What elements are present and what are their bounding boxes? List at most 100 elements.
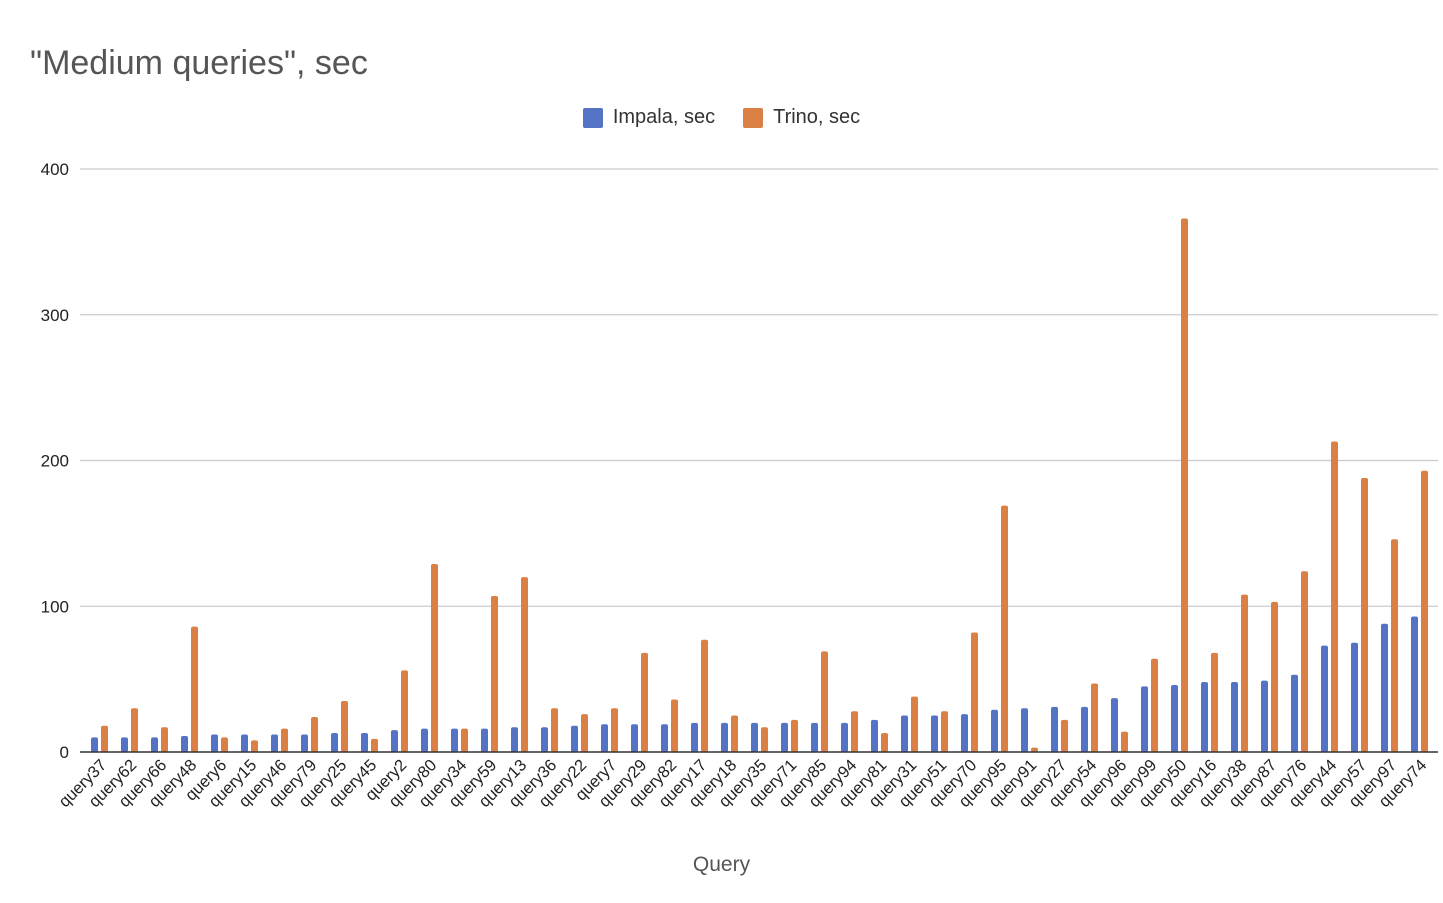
legend-swatch-impala (582, 107, 603, 128)
bar-trino-query74[interactable] (1421, 470, 1428, 752)
bar-impala-query38[interactable] (1231, 682, 1238, 752)
bar-trino-query6[interactable] (221, 737, 228, 752)
bar-impala-query50[interactable] (1171, 684, 1178, 752)
bar-trino-query91[interactable] (1031, 747, 1038, 752)
bar-impala-query80[interactable] (421, 728, 428, 752)
bar-trino-query36[interactable] (551, 708, 558, 752)
bar-impala-query34[interactable] (451, 728, 458, 752)
bar-impala-query95[interactable] (991, 709, 998, 752)
bar-impala-query99[interactable] (1141, 686, 1148, 752)
bar-trino-query50[interactable] (1181, 218, 1188, 753)
bar-trino-query54[interactable] (1091, 683, 1098, 753)
bar-trino-query27[interactable] (1061, 719, 1068, 752)
bar-trino-query80[interactable] (431, 563, 438, 752)
bar-impala-query82[interactable] (661, 724, 668, 752)
x-axis-title: Query (692, 853, 751, 876)
y-tick-label: 0 (60, 743, 69, 762)
bar-trino-query2[interactable] (401, 670, 408, 752)
bar-impala-query29[interactable] (631, 724, 638, 752)
bar-impala-query81[interactable] (871, 719, 878, 752)
bar-trino-query37[interactable] (101, 725, 108, 752)
bar-impala-query59[interactable] (481, 728, 488, 752)
bar-trino-query15[interactable] (251, 740, 258, 752)
bar-impala-query25[interactable] (331, 733, 338, 752)
bar-trino-query70[interactable] (971, 632, 978, 752)
bar-impala-query13[interactable] (511, 727, 518, 752)
bar-impala-query35[interactable] (751, 722, 758, 752)
bar-impala-query2[interactable] (391, 730, 398, 752)
legend-item-impala[interactable]: Impala, sec (582, 106, 715, 129)
bar-impala-query22[interactable] (571, 725, 578, 752)
bar-impala-query27[interactable] (1051, 706, 1058, 752)
bar-impala-query15[interactable] (241, 734, 248, 752)
bar-impala-query17[interactable] (691, 722, 698, 752)
bar-impala-query71[interactable] (781, 722, 788, 752)
legend: Impala, sec Trino, sec (0, 106, 1443, 129)
bar-trino-query44[interactable] (1331, 441, 1338, 752)
bar-impala-query62[interactable] (121, 737, 128, 752)
bar-impala-query85[interactable] (811, 722, 818, 752)
bar-impala-query6[interactable] (211, 734, 218, 752)
bar-impala-query96[interactable] (1111, 698, 1118, 752)
bar-impala-query66[interactable] (151, 737, 158, 752)
legend-swatch-trino (743, 107, 764, 128)
bar-impala-query31[interactable] (901, 715, 908, 752)
bar-impala-query74[interactable] (1411, 616, 1418, 752)
bar-impala-query54[interactable] (1081, 706, 1088, 752)
bar-trino-query31[interactable] (911, 696, 918, 752)
bar-impala-query48[interactable] (181, 735, 188, 752)
bar-trino-query59[interactable] (491, 596, 498, 752)
bar-impala-query79[interactable] (301, 734, 308, 752)
bar-trino-query81[interactable] (881, 733, 888, 752)
grid-lines (80, 168, 1438, 607)
bar-trino-query71[interactable] (791, 719, 798, 752)
bar-impala-query36[interactable] (541, 727, 548, 752)
bar-impala-query70[interactable] (961, 714, 968, 752)
bar-trino-query62[interactable] (131, 708, 138, 752)
bar-trino-query38[interactable] (1241, 594, 1248, 752)
bar-trino-query48[interactable] (191, 626, 198, 752)
bar-trino-query45[interactable] (371, 738, 378, 752)
bar-trino-query46[interactable] (281, 728, 288, 752)
bar-impala-query57[interactable] (1351, 642, 1358, 752)
bar-impala-query94[interactable] (841, 722, 848, 752)
bar-trino-query25[interactable] (341, 700, 348, 752)
bar-impala-query51[interactable] (931, 715, 938, 752)
bar-impala-query37[interactable] (91, 737, 98, 752)
bar-trino-query87[interactable] (1271, 601, 1278, 752)
bar-trino-query7[interactable] (611, 708, 618, 752)
bar-trino-query94[interactable] (851, 711, 858, 752)
bar-trino-query95[interactable] (1001, 505, 1008, 752)
bar-impala-query76[interactable] (1291, 674, 1298, 752)
bar-impala-query46[interactable] (271, 734, 278, 752)
bar-trino-query79[interactable] (311, 717, 318, 752)
bar-trino-query16[interactable] (1211, 652, 1218, 752)
bar-trino-query18[interactable] (731, 715, 738, 752)
bar-impala-query97[interactable] (1381, 623, 1388, 752)
bar-impala-query91[interactable] (1021, 708, 1028, 752)
bar-trino-query97[interactable] (1391, 539, 1398, 752)
bar-trino-query96[interactable] (1121, 731, 1128, 752)
bar-impala-query16[interactable] (1201, 682, 1208, 752)
bar-trino-query17[interactable] (701, 639, 708, 752)
bar-trino-query22[interactable] (581, 714, 588, 752)
bar-trino-query76[interactable] (1301, 571, 1308, 752)
legend-label-trino: Trino, sec (773, 106, 861, 128)
bar-trino-query34[interactable] (461, 728, 468, 752)
bar-impala-query44[interactable] (1321, 645, 1328, 752)
bar-impala-query7[interactable] (601, 724, 608, 752)
bar-trino-query51[interactable] (941, 711, 948, 752)
bar-trino-query66[interactable] (161, 727, 168, 752)
bar-trino-query99[interactable] (1151, 658, 1158, 752)
bar-trino-query29[interactable] (641, 652, 648, 752)
bar-trino-query13[interactable] (521, 577, 528, 752)
bar-impala-query18[interactable] (721, 722, 728, 752)
bar-trino-query85[interactable] (821, 651, 828, 752)
bar-trino-query57[interactable] (1361, 477, 1368, 752)
bar-impala-query87[interactable] (1261, 680, 1268, 752)
bar-trino-query82[interactable] (671, 699, 678, 752)
y-tick-label: 400 (41, 160, 69, 179)
bar-trino-query35[interactable] (761, 727, 768, 752)
bar-impala-query45[interactable] (361, 733, 368, 752)
legend-item-trino[interactable]: Trino, sec (743, 106, 860, 129)
